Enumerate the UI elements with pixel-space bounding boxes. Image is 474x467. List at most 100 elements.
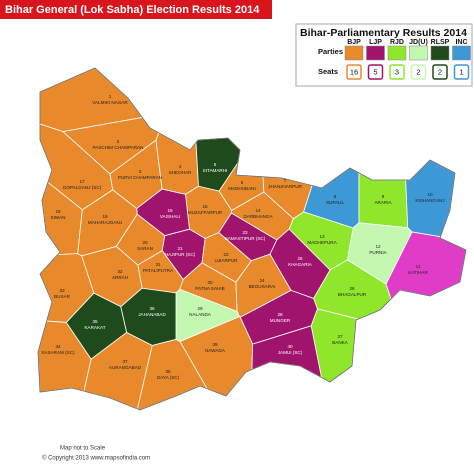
constituency-number: 33: [59, 288, 65, 293]
constituency-name: DARBHANGA: [243, 214, 273, 219]
constituency-number: 31: [155, 262, 161, 267]
constituency-name: BANKA: [332, 340, 349, 345]
constituency-name: NAWADA: [205, 348, 226, 353]
constituency-number: 27: [337, 334, 343, 339]
constituency-name: NALANDA: [189, 312, 212, 317]
constituency-name: JHANJHARPUR: [268, 184, 302, 189]
seat-box: [432, 64, 448, 80]
constituency-number: 32: [117, 269, 123, 274]
seat-box: [410, 64, 427, 80]
party-name: JD(U): [409, 39, 428, 46]
constituency-name: GOPALGANJ (SC): [63, 185, 102, 190]
constituency-number: 5: [214, 162, 217, 167]
constituency-number: 6: [241, 180, 244, 185]
constituency-name: VALMIKI NAGAR: [92, 100, 128, 105]
constituency-number: 2: [117, 139, 120, 144]
constituency-number: 25: [297, 256, 303, 261]
constituency-name: MUNGER: [270, 318, 291, 323]
constituency-name: KATIHAR: [408, 270, 428, 275]
constituency-name: MADHEPURA: [307, 240, 337, 245]
seats-label: Seats: [318, 67, 338, 76]
constituency-number: 7: [284, 178, 287, 183]
constituency-name: SITAMARHI: [203, 168, 228, 173]
constituency-name: SASARAM (SC): [41, 350, 75, 355]
constituency-number: 13: [319, 234, 325, 239]
constituency-name: BUXAR: [54, 294, 71, 299]
party-name: BJP: [347, 39, 361, 46]
copyright: © Copyright 2013 www.mapsofindia.com: [42, 455, 150, 462]
seat-count: 2: [438, 67, 442, 76]
state-border: [37, 67, 467, 411]
seat-box: [389, 64, 405, 80]
seat-count: 1: [459, 67, 463, 76]
party-name: RLSP: [431, 39, 450, 46]
constituency-name: SARAN: [137, 246, 153, 251]
parties-label: Parties: [318, 47, 343, 56]
constituency-number: 16: [167, 208, 173, 213]
constituency-number: 39: [212, 342, 218, 347]
title: Bihar General (Lok Sabha) Election Resul…: [5, 4, 260, 16]
party-swatch: [430, 45, 450, 61]
constituency-name: MUZAFFARPUR: [188, 210, 223, 215]
constituency-name: ARARIA: [374, 200, 392, 205]
legend-title: Bihar-Parliamentary Results 2014: [300, 27, 467, 39]
constituency-number: 15: [202, 204, 208, 209]
party-name: INC: [455, 39, 467, 46]
party-name: LJP: [369, 39, 382, 46]
constituency-number: 35: [92, 319, 98, 324]
constituency-number: 19: [102, 214, 108, 219]
constituency-name: PASCHIM CHAMPARAN: [93, 145, 144, 150]
constituency-name: KISHANGANJ: [415, 198, 444, 203]
constituency-name: JAMUI (SC): [278, 350, 303, 355]
constituency-number: 9: [382, 194, 385, 199]
seat-box: [346, 64, 362, 80]
constituency-number: 38: [165, 369, 171, 374]
seat-count: 3: [395, 67, 399, 76]
constituency-number: 3: [139, 169, 142, 174]
constituency-name: GAYA (SC): [157, 375, 180, 380]
seat-count: 16: [350, 67, 358, 76]
constituency-name: MAHARAJGANJ: [88, 220, 122, 225]
constituency-number: 37: [122, 359, 128, 364]
map: [37, 67, 467, 411]
constituency-name: PATNA SAHIB: [195, 286, 224, 291]
seat-box: [367, 64, 384, 80]
constituency-name: SHEOHAR: [169, 170, 192, 175]
constituency-number: 12: [375, 244, 381, 249]
constituency-name: PATALIPUTRA: [143, 268, 174, 273]
constituency-name: ARRAH: [112, 275, 128, 280]
constituency-number: 14: [255, 208, 261, 213]
constituency-name: PURVI CHAMPARAN: [118, 175, 162, 180]
seat-box: [453, 64, 470, 80]
constituency-number: 34: [55, 344, 61, 349]
party-swatch: [452, 45, 471, 61]
constituency-number: 10: [427, 192, 433, 197]
constituency-name: BEGUSARAI: [249, 284, 276, 289]
constituency-name: KHAGARIA: [288, 262, 313, 267]
constituency-number: 11: [416, 264, 421, 269]
party-name: RJD: [390, 39, 404, 46]
constituency-number: 29: [197, 306, 203, 311]
constituency-name: PURNIA: [369, 250, 387, 255]
constituency-name: VAISHALI: [160, 214, 180, 219]
party-swatch: [344, 45, 364, 61]
constituency-number: 23: [242, 230, 248, 235]
constituency-name: AURANGABAD: [109, 365, 142, 370]
constituency-number: 36: [149, 306, 155, 311]
constituency-number: 20: [142, 240, 148, 245]
constituency-name: UJIARPUR: [215, 258, 239, 263]
constituency-number: 8: [334, 194, 337, 199]
constituency-number: 18: [55, 209, 61, 214]
seat-count: 5: [373, 67, 377, 76]
constituency-number: 24: [259, 278, 265, 283]
constituency-number: 30: [207, 280, 213, 285]
constituency-number: 4: [179, 164, 182, 169]
party-swatch: [366, 45, 385, 61]
constituency-name: SUPAUL: [326, 200, 344, 205]
constituency-name: MADHUBANI: [228, 186, 256, 191]
title-bar: [0, 0, 272, 19]
constituency-number: 26: [349, 286, 355, 291]
constituency-name: HAJIPUR (SC): [165, 252, 196, 257]
